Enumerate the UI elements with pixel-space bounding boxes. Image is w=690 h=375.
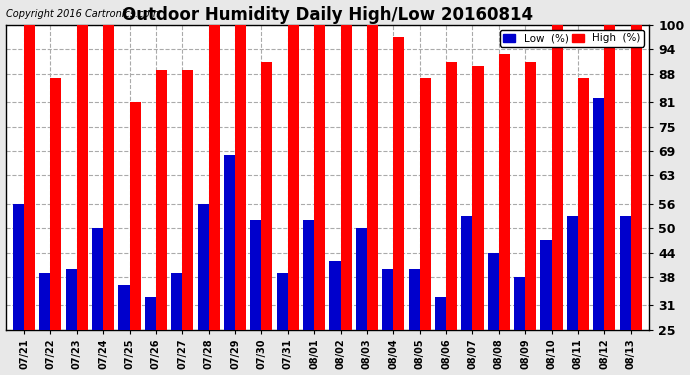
Bar: [356, 228, 367, 330]
Bar: [341, 25, 352, 330]
Bar: [50, 78, 61, 330]
Bar: [462, 216, 473, 330]
Bar: [39, 273, 50, 330]
Bar: [408, 269, 420, 330]
Bar: [551, 25, 562, 330]
Bar: [329, 261, 341, 330]
Bar: [367, 25, 378, 330]
Text: Copyright 2016 Cartronics.com: Copyright 2016 Cartronics.com: [6, 9, 159, 19]
Bar: [435, 297, 446, 330]
Bar: [130, 102, 141, 330]
Bar: [182, 70, 193, 330]
Bar: [66, 269, 77, 330]
Bar: [197, 204, 208, 330]
Bar: [277, 273, 288, 330]
Bar: [77, 25, 88, 330]
Bar: [578, 78, 589, 330]
Bar: [488, 252, 499, 330]
Bar: [314, 25, 325, 330]
Bar: [235, 25, 246, 330]
Bar: [262, 62, 273, 330]
Bar: [525, 62, 536, 330]
Bar: [540, 240, 551, 330]
Bar: [208, 25, 219, 330]
Bar: [13, 204, 24, 330]
Bar: [446, 62, 457, 330]
Bar: [382, 269, 393, 330]
Bar: [145, 297, 156, 330]
Bar: [224, 155, 235, 330]
Bar: [473, 66, 484, 330]
Bar: [250, 220, 262, 330]
Bar: [620, 216, 631, 330]
Bar: [593, 98, 604, 330]
Title: Outdoor Humidity Daily High/Low 20160814: Outdoor Humidity Daily High/Low 20160814: [122, 6, 533, 24]
Bar: [119, 285, 130, 330]
Bar: [604, 25, 615, 330]
Bar: [303, 220, 314, 330]
Legend: Low  (%), High  (%): Low (%), High (%): [500, 30, 644, 46]
Bar: [499, 54, 510, 330]
Bar: [171, 273, 182, 330]
Bar: [156, 70, 167, 330]
Bar: [92, 228, 103, 330]
Bar: [514, 277, 525, 330]
Bar: [567, 216, 578, 330]
Bar: [420, 78, 431, 330]
Bar: [24, 25, 35, 330]
Bar: [103, 25, 115, 330]
Bar: [288, 25, 299, 330]
Bar: [393, 37, 404, 330]
Bar: [631, 25, 642, 330]
